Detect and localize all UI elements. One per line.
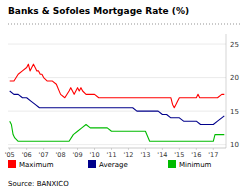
chart: Banks & Sofoles Mortgage Rate (%) 10 15 20 2… — [0, 0, 250, 194]
legend-label: Average — [99, 161, 128, 169]
y-axis-line — [226, 34, 227, 148]
x-tick-label: '17 — [208, 151, 218, 159]
grid-line — [8, 111, 226, 112]
x-axis-line — [8, 148, 226, 149]
x-tick-label: '07 — [39, 151, 49, 159]
legend-label: Minimum — [179, 161, 212, 169]
x-tick-label: '12 — [123, 151, 133, 159]
legend-swatch — [168, 160, 176, 168]
x-tick — [77, 148, 78, 150]
title: Banks & Sofoles Mortgage Rate (%) — [8, 6, 189, 16]
x-tick — [111, 148, 112, 150]
series-line — [10, 64, 225, 108]
x-tick-label: '11 — [106, 151, 116, 159]
x-tick — [43, 148, 44, 150]
y-tick-label: 10 — [230, 141, 239, 149]
legend-swatch — [88, 160, 96, 168]
x-tick — [26, 148, 27, 150]
x-tick — [196, 148, 197, 150]
x-tick-label: '16 — [191, 151, 201, 159]
y-tick-label: 25 — [230, 41, 239, 49]
x-tick — [145, 148, 146, 150]
series-line — [10, 91, 225, 125]
series-line — [10, 121, 225, 141]
x-tick-label: '13 — [140, 151, 150, 159]
plot-area — [10, 64, 225, 141]
x-tick — [94, 148, 95, 150]
y-tick-label: 20 — [230, 74, 239, 82]
grid-line — [8, 144, 226, 145]
x-tick-label: '14 — [157, 151, 167, 159]
x-tick-label: '10 — [89, 151, 99, 159]
grid-line — [8, 44, 226, 45]
x-tick-label: '08 — [56, 151, 66, 159]
x-tick — [162, 148, 163, 150]
title-rule — [8, 24, 242, 25]
y-tick-label: 15 — [230, 108, 239, 116]
x-tick-label: '15 — [174, 151, 184, 159]
legend-label: Maximum — [19, 161, 54, 169]
grid-line — [8, 77, 226, 78]
x-tick — [128, 148, 129, 150]
x-tick — [213, 148, 214, 150]
x-tick — [9, 148, 10, 150]
x-tick-label: '09 — [73, 151, 83, 159]
x-tick-label: '06 — [22, 151, 32, 159]
legend-swatch — [8, 160, 16, 168]
source: Source: BANXICO — [8, 180, 69, 188]
x-tick — [60, 148, 61, 150]
x-tick — [179, 148, 180, 150]
x-tick-label: '05 — [5, 151, 15, 159]
